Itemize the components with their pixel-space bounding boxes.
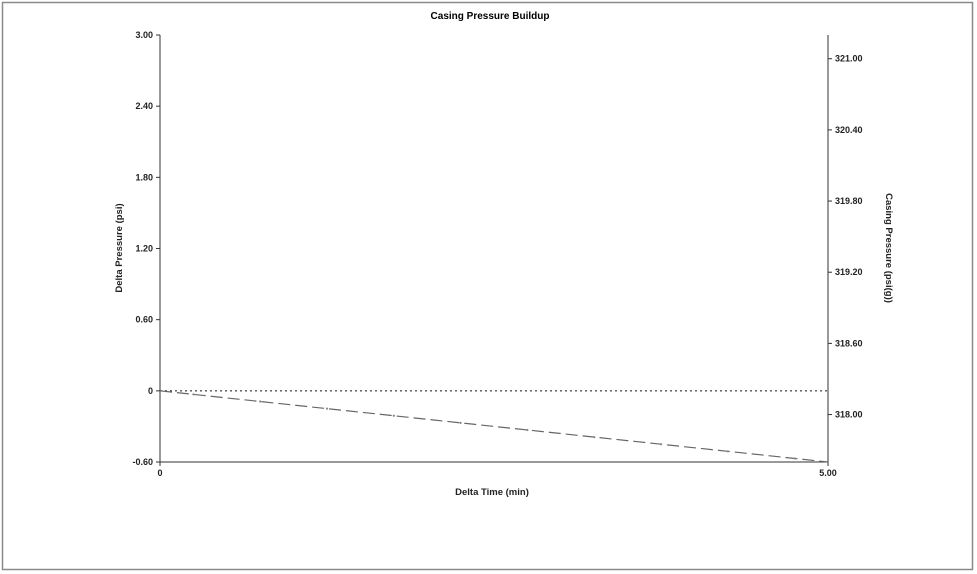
- x-tick-label: 5.00: [819, 468, 837, 478]
- x-axis-label: Delta Time (min): [455, 487, 529, 498]
- y-right-tick-label: 318.60: [835, 338, 863, 348]
- data-point: [593, 435, 596, 439]
- y-right-tick-label: 318.00: [835, 410, 863, 420]
- data-point: [259, 400, 262, 403]
- chart-title: Casing Pressure Buildup: [431, 11, 550, 22]
- y-right-tick-label: 319.80: [835, 196, 863, 206]
- y-right-tick-label: 319.20: [835, 267, 863, 277]
- y-left-tick-label: 0: [148, 386, 153, 396]
- y-axis-left-label: Delta Pressure (psi): [114, 203, 125, 292]
- y-right-tick-label: 321.00: [835, 54, 863, 64]
- y-left-tick-label: 1.20: [135, 244, 153, 254]
- data-point: [192, 393, 195, 396]
- plot-area: 3.00 2.40 1.80 1.20 0.60 0 -0.60 321.00 320.40 31…: [132, 30, 862, 478]
- data-point: [325, 407, 329, 410]
- y-left-tick-label: 2.40: [135, 101, 153, 111]
- y-left-tick-label: 3.00: [135, 30, 153, 40]
- trend-line: [159, 390, 829, 463]
- y-left-tick-label: 0.60: [135, 315, 153, 325]
- x-tick-label: 0: [157, 468, 162, 478]
- y-left-tick-label: -0.60: [132, 457, 153, 467]
- y-left-tick-label: 1.80: [135, 172, 153, 182]
- data-point: [659, 443, 663, 446]
- data-point: [526, 428, 529, 432]
- data-point: [726, 450, 729, 453]
- data-point: [459, 421, 462, 424]
- y-right-tick-label: 320.40: [835, 125, 863, 135]
- data-point: [793, 457, 796, 460]
- data-point: [392, 414, 395, 417]
- y-axis-right-label: Casing Pressure (psi(g)): [883, 193, 894, 303]
